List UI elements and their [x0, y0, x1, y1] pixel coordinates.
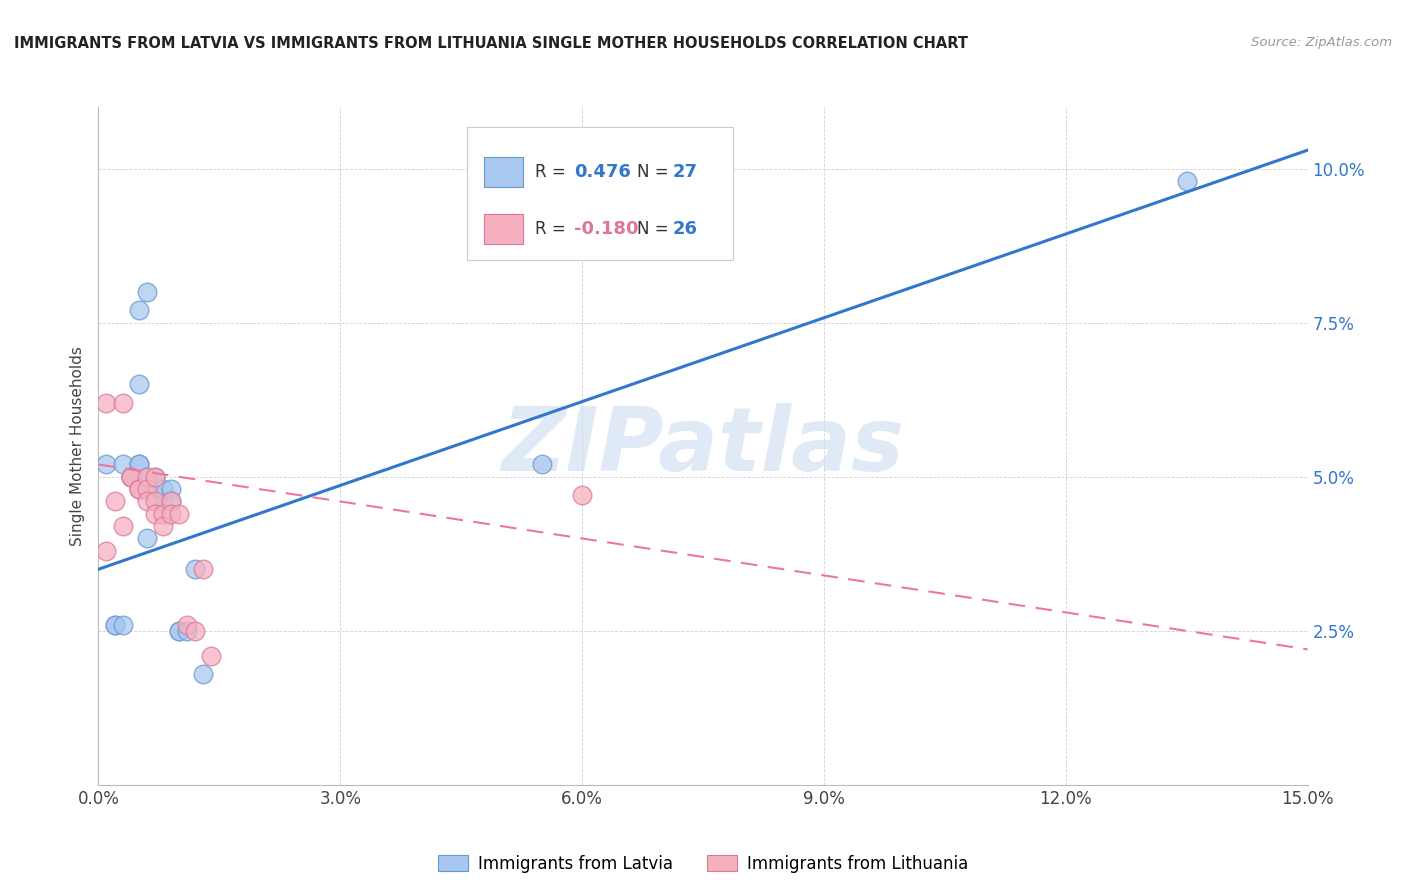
Point: [571, 488, 593, 502]
Point: [128, 482, 150, 496]
Point: [160, 494, 183, 508]
Point: [160, 494, 183, 508]
Point: [135, 494, 157, 508]
Point: [135, 470, 157, 484]
Text: ZIPatlas: ZIPatlas: [502, 402, 904, 490]
Point: [103, 494, 125, 508]
Point: [135, 532, 157, 546]
Text: IMMIGRANTS FROM LATVIA VS IMMIGRANTS FROM LITHUANIA SINGLE MOTHER HOUSEHOLDS COR: IMMIGRANTS FROM LATVIA VS IMMIGRANTS FRO…: [14, 36, 969, 51]
Point: [135, 285, 157, 299]
Text: N =: N =: [637, 220, 675, 238]
Point: [96, 543, 118, 558]
Point: [111, 519, 134, 533]
Point: [128, 377, 150, 392]
Point: [184, 624, 207, 638]
Point: [152, 494, 174, 508]
Point: [143, 470, 166, 484]
Point: [128, 458, 150, 472]
Point: [135, 470, 157, 484]
Legend: Immigrants from Latvia, Immigrants from Lithuania: Immigrants from Latvia, Immigrants from …: [432, 848, 974, 880]
Point: [111, 458, 134, 472]
Y-axis label: Single Mother Households: Single Mother Households: [69, 346, 84, 546]
Point: [120, 470, 142, 484]
Point: [111, 396, 134, 410]
Point: [160, 507, 183, 521]
Point: [111, 617, 134, 632]
Point: [120, 470, 142, 484]
Text: -0.180: -0.180: [574, 220, 638, 238]
Point: [135, 482, 157, 496]
Point: [152, 519, 174, 533]
Text: R =: R =: [534, 163, 571, 181]
Point: [96, 458, 118, 472]
Point: [167, 507, 190, 521]
Point: [193, 667, 215, 681]
Point: [143, 488, 166, 502]
Point: [160, 482, 183, 496]
Point: [143, 507, 166, 521]
Point: [176, 624, 198, 638]
Point: [530, 458, 553, 472]
Point: [184, 562, 207, 576]
Point: [152, 507, 174, 521]
Text: 26: 26: [672, 220, 697, 238]
Point: [200, 648, 222, 663]
Point: [193, 562, 215, 576]
Point: [96, 396, 118, 410]
Text: R =: R =: [534, 220, 571, 238]
Text: Source: ZipAtlas.com: Source: ZipAtlas.com: [1251, 36, 1392, 49]
Point: [103, 617, 125, 632]
Point: [1175, 174, 1198, 188]
Point: [120, 470, 142, 484]
Point: [128, 482, 150, 496]
Point: [120, 470, 142, 484]
Text: 0.476: 0.476: [574, 163, 631, 181]
Point: [128, 458, 150, 472]
Point: [167, 624, 190, 638]
Point: [143, 494, 166, 508]
Text: 27: 27: [672, 163, 697, 181]
Point: [143, 470, 166, 484]
Text: N =: N =: [637, 163, 675, 181]
Point: [128, 303, 150, 318]
Point: [167, 624, 190, 638]
Point: [176, 617, 198, 632]
Point: [103, 617, 125, 632]
Point: [128, 482, 150, 496]
Point: [152, 482, 174, 496]
